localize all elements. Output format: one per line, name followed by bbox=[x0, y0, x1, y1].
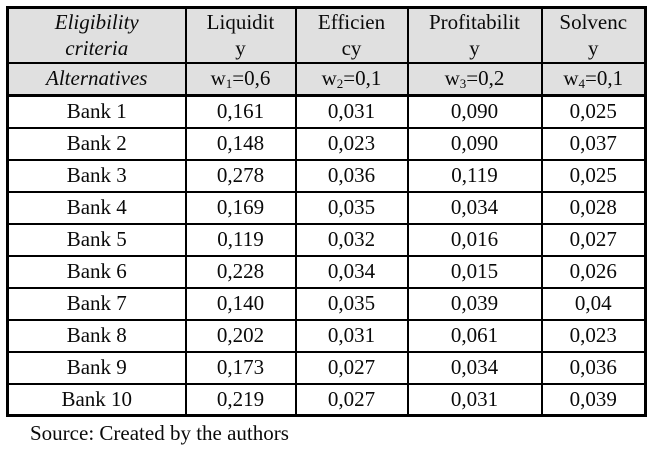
value-cell: 0,025 bbox=[540, 94, 647, 129]
criterion-header-liquidity: Liquidit y bbox=[184, 6, 297, 64]
bank-name-cell: Bank 6 bbox=[6, 254, 187, 289]
value-cell: 0,039 bbox=[406, 286, 543, 321]
bank-name-cell: Bank 1 bbox=[6, 94, 187, 129]
value-cell: 0,228 bbox=[184, 254, 297, 289]
weight-value: =0,1 bbox=[585, 66, 624, 91]
bank-row: Bank 2 0,148 0,023 0,090 0,037 bbox=[6, 126, 647, 161]
value-cell: 0,036 bbox=[294, 158, 409, 193]
value-cell: 0,119 bbox=[406, 158, 543, 193]
weight-subscript: 3 bbox=[459, 76, 467, 92]
bank-name-cell: Bank 10 bbox=[6, 382, 187, 417]
value-cell: 0,028 bbox=[540, 190, 647, 225]
weight-cell-2: w2=0,1 bbox=[294, 61, 409, 97]
bank-name-cell: Bank 9 bbox=[6, 350, 187, 385]
table-header: Eligibility criteria Liquidit y Efficien… bbox=[6, 6, 647, 97]
value-cell: 0,026 bbox=[540, 254, 647, 289]
weight-symbol: w bbox=[321, 66, 337, 91]
value-cell: 0,04 bbox=[540, 286, 647, 321]
value-cell: 0,034 bbox=[406, 190, 543, 225]
weight-symbol: w bbox=[563, 66, 579, 91]
bank-row: Bank 1 0,161 0,031 0,090 0,025 bbox=[6, 94, 647, 129]
weight-value: =0,1 bbox=[343, 66, 382, 91]
criterion-header-efficiency: Efficien cy bbox=[294, 6, 409, 64]
bank-row: Bank 8 0,202 0,031 0,061 0,023 bbox=[6, 318, 647, 353]
value-cell: 0,025 bbox=[540, 158, 647, 193]
value-cell: 0,035 bbox=[294, 286, 409, 321]
value-cell: 0,090 bbox=[406, 126, 543, 161]
weights-header-row: Alternatives w1=0,6 w2=0,1 w3=0,2 w4=0,1 bbox=[6, 61, 647, 97]
bank-row: Bank 9 0,173 0,027 0,034 0,036 bbox=[6, 350, 647, 385]
bank-name-cell: Bank 4 bbox=[6, 190, 187, 225]
value-cell: 0,090 bbox=[406, 94, 543, 129]
weight-subscript: 1 bbox=[225, 76, 233, 92]
value-cell: 0,219 bbox=[184, 382, 297, 417]
weight-cell-4: w4=0,1 bbox=[540, 61, 647, 97]
criterion-header-profitability: Profitabilit y bbox=[406, 6, 543, 64]
value-cell: 0,016 bbox=[406, 222, 543, 257]
weight-cell-1: w1=0,6 bbox=[184, 61, 297, 97]
bank-row: Bank 6 0,228 0,034 0,015 0,026 bbox=[6, 254, 647, 289]
weight-value: =0,2 bbox=[466, 66, 505, 91]
value-cell: 0,278 bbox=[184, 158, 297, 193]
value-cell: 0,031 bbox=[294, 94, 409, 129]
bank-row: Bank 3 0,278 0,036 0,119 0,025 bbox=[6, 158, 647, 193]
bank-name-cell: Bank 8 bbox=[6, 318, 187, 353]
value-cell: 0,119 bbox=[184, 222, 297, 257]
value-cell: 0,202 bbox=[184, 318, 297, 353]
value-cell: 0,015 bbox=[406, 254, 543, 289]
value-cell: 0,148 bbox=[184, 126, 297, 161]
value-cell: 0,161 bbox=[184, 94, 297, 129]
weight-symbol: w bbox=[444, 66, 460, 91]
bank-row: Bank 5 0,119 0,032 0,016 0,027 bbox=[6, 222, 647, 257]
weight-cell-3: w3=0,2 bbox=[406, 61, 543, 97]
table-body: Bank 1 0,161 0,031 0,090 0,025 Bank 2 0,148 0,0… bbox=[6, 94, 647, 417]
bank-name-cell: Bank 2 bbox=[6, 126, 187, 161]
value-cell: 0,034 bbox=[406, 350, 543, 385]
value-cell: 0,034 bbox=[294, 254, 409, 289]
source-note: Source: Created by the authors bbox=[30, 421, 289, 445]
value-cell: 0,023 bbox=[540, 318, 647, 353]
value-cell: 0,140 bbox=[184, 286, 297, 321]
value-cell: 0,035 bbox=[294, 190, 409, 225]
bank-row: Bank 7 0,140 0,035 0,039 0,04 bbox=[6, 286, 647, 321]
weight-subscript: 4 bbox=[578, 76, 586, 92]
value-cell: 0,061 bbox=[406, 318, 543, 353]
eligibility-criteria-table: Eligibility criteria Liquidit y Efficien… bbox=[6, 6, 647, 417]
weight-value: =0,6 bbox=[232, 66, 271, 91]
value-cell: 0,031 bbox=[406, 382, 543, 417]
alternatives-label-cell: Alternatives bbox=[6, 61, 187, 97]
value-cell: 0,169 bbox=[184, 190, 297, 225]
criteria-header-row: Eligibility criteria Liquidit y Efficien… bbox=[6, 6, 647, 64]
bank-name-cell: Bank 3 bbox=[6, 158, 187, 193]
value-cell: 0,031 bbox=[294, 318, 409, 353]
value-cell: 0,023 bbox=[294, 126, 409, 161]
value-cell: 0,027 bbox=[294, 350, 409, 385]
weight-subscript: 2 bbox=[336, 76, 344, 92]
criterion-header-solvency: Solvenc y bbox=[540, 6, 647, 64]
bank-name-cell: Bank 7 bbox=[6, 286, 187, 321]
value-cell: 0,039 bbox=[540, 382, 647, 417]
value-cell: 0,027 bbox=[294, 382, 409, 417]
value-cell: 0,173 bbox=[184, 350, 297, 385]
value-cell: 0,037 bbox=[540, 126, 647, 161]
bank-row: Bank 4 0,169 0,035 0,034 0,028 bbox=[6, 190, 647, 225]
bank-row: Bank 10 0,219 0,027 0,031 0,039 bbox=[6, 382, 647, 417]
value-cell: 0,036 bbox=[540, 350, 647, 385]
bank-name-cell: Bank 5 bbox=[6, 222, 187, 257]
value-cell: 0,032 bbox=[294, 222, 409, 257]
value-cell: 0,027 bbox=[540, 222, 647, 257]
weight-symbol: w bbox=[210, 66, 226, 91]
eligibility-criteria-cell: Eligibility criteria bbox=[6, 6, 187, 64]
